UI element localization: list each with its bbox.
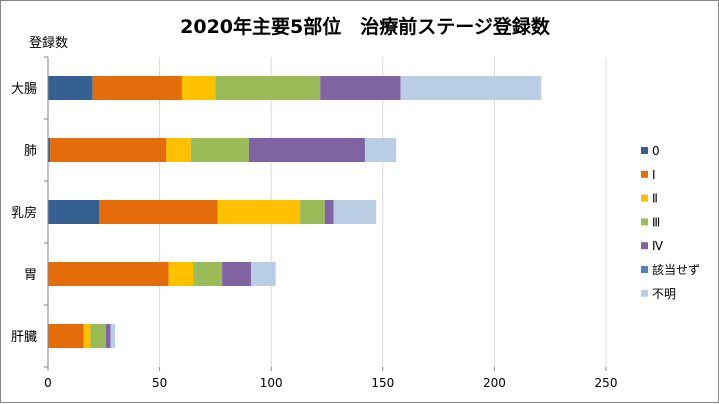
bar-segment: [90, 324, 107, 348]
bars: [48, 76, 542, 348]
legend-swatch: [641, 242, 648, 250]
bar-segment: [333, 200, 377, 224]
legend-swatch: [641, 194, 648, 202]
category-label: 肝臓: [11, 330, 37, 345]
bar-segment: [400, 76, 542, 100]
bar-segment: [168, 262, 194, 286]
legend-entry: 該当せず: [652, 262, 700, 277]
bar-segment: [193, 262, 223, 286]
x-tick-label: 250: [595, 376, 618, 390]
legend-entry: 不明: [652, 287, 676, 301]
category-label: 乳房: [11, 205, 37, 221]
bar-segment: [83, 324, 91, 348]
bar-segment: [48, 138, 51, 162]
x-tick-label: 50: [152, 376, 167, 390]
legend-entry: Ⅳ: [652, 239, 663, 253]
x-tick-label: 200: [483, 376, 506, 390]
axis-unit-label: 登録数: [29, 36, 68, 51]
bar-segment: [217, 200, 301, 224]
legend-swatch: [641, 218, 648, 226]
legend-swatch: [641, 147, 648, 154]
x-tick-label: 0: [44, 376, 52, 390]
category-label: 胃: [24, 268, 37, 283]
bar-segment: [324, 200, 334, 224]
bar-segment: [181, 76, 216, 100]
bar-segment: [300, 200, 325, 224]
x-tick-label: 150: [371, 376, 394, 390]
bar-segment: [215, 76, 321, 100]
bar-segment: [251, 262, 276, 286]
legend-entry: Ⅱ: [652, 192, 658, 206]
bar-segment: [364, 138, 397, 162]
category-label: 大腸: [11, 82, 37, 97]
legend-swatch: [641, 266, 648, 273]
bar-segment: [48, 200, 100, 224]
bar-segment: [48, 324, 84, 348]
bar-segment: [48, 262, 169, 286]
bar-segment: [110, 324, 115, 348]
bar-segment: [190, 138, 249, 162]
legend-entry: 0: [652, 144, 660, 158]
bar-segment: [92, 76, 182, 100]
legend-swatch: [641, 289, 648, 297]
bar-segment: [166, 138, 191, 162]
bar-segment: [222, 262, 252, 286]
chart-title: 2020年主要5部位 治療前ステージ登録数: [180, 15, 551, 38]
bar-segment: [50, 138, 167, 162]
legend-entry: Ⅰ: [652, 168, 656, 182]
bar-segment: [320, 76, 401, 100]
legend-entry: Ⅲ: [652, 215, 660, 229]
category-label: 肺: [24, 144, 37, 159]
bar-segment: [248, 138, 365, 162]
x-tick-label: 100: [260, 376, 283, 390]
bar-segment: [48, 76, 93, 100]
bar-segment: [99, 200, 218, 224]
legend-swatch: [641, 170, 648, 178]
bar-segment: [106, 324, 111, 348]
